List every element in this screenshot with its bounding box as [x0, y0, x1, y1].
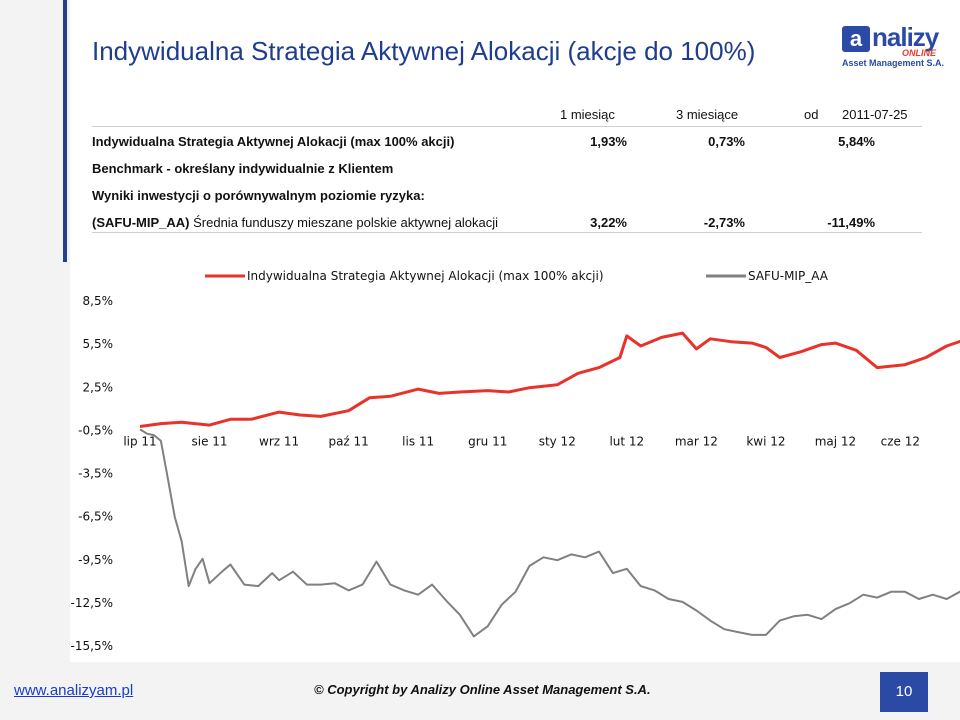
- y-tick-label: -12,5%: [71, 596, 113, 610]
- x-tick-label: lis 11: [402, 434, 434, 448]
- website-link[interactable]: www.analizyam.pl: [14, 682, 134, 699]
- x-tick-label: kwi 12: [746, 434, 785, 448]
- y-tick-label: -3,5%: [78, 467, 113, 481]
- x-tick-label: cze 12: [881, 434, 920, 448]
- x-tick-label: sty 12: [539, 434, 576, 448]
- legend-label: Indywidualna Strategia Aktywnej Alokacji…: [247, 269, 604, 283]
- header-3m: 3 miesiące: [676, 107, 739, 122]
- x-tick-label: wrz 11: [259, 434, 299, 448]
- y-tick-label: 5,5%: [83, 337, 114, 351]
- row-label: (SAFU-MIP_AA) Średnia funduszy mieszane …: [92, 215, 498, 230]
- series-lines: [139, 331, 960, 638]
- copyright-text: © Copyright by Analizy Online Asset Mana…: [314, 682, 651, 697]
- legend: Indywidualna Strategia Aktywnej Alokacji…: [205, 269, 829, 283]
- x-tick-labels: lip 11 sie 11 wrz 11 paź 11 lis 11 gru 11 sty …: [123, 434, 920, 448]
- x-tick-label: lut 12: [609, 434, 644, 448]
- value-3m: 0,73%: [708, 134, 745, 149]
- returns-row-peers-heading: Wyniki inwestycji o porównywalnym poziom…: [92, 185, 922, 207]
- y-tick-label: -6,5%: [78, 510, 113, 524]
- x-tick-label: mar 12: [675, 434, 718, 448]
- left-accent-stripe: [63, 0, 67, 262]
- header-since-date: 2011-07-25: [842, 107, 908, 122]
- table-rule: [92, 126, 922, 127]
- returns-row-strategy: Indywidualna Strategia Aktywnej Alokacji…: [92, 131, 922, 153]
- returns-row-safu: (SAFU-MIP_AA) Średnia funduszy mieszane …: [92, 212, 922, 234]
- logo-online-text: ONLINE: [902, 48, 937, 58]
- returns-header-row: 1 miesiąc 3 miesiące od 2011-07-25: [92, 104, 922, 126]
- y-tick-label: 2,5%: [83, 380, 114, 394]
- value-since: 5,84%: [838, 134, 875, 149]
- page-number: 10: [880, 672, 928, 712]
- returns-table: 1 miesiąc 3 miesiące od 2011-07-25 Indyw…: [92, 104, 922, 234]
- page-title: Indywidualna Strategia Aktywnej Alokacji…: [92, 36, 756, 66]
- returns-row-benchmark: Benchmark - określany indywidualnie z Kl…: [92, 158, 922, 180]
- legend-label: SAFU-MIP_AA: [748, 269, 829, 283]
- header-since: od: [804, 107, 819, 122]
- row-label-code: (SAFU-MIP_AA): [92, 215, 190, 230]
- company-logo: a nalizy ONLINE Asset Management S.A.: [842, 22, 945, 70]
- value-1m: 1,93%: [590, 134, 627, 149]
- x-tick-label: paź 11: [328, 434, 368, 448]
- y-tick-labels: 8,5% 5,5% 2,5% -0,5% -3,5% -6,5% -9,5% -12,5% -1…: [71, 294, 113, 653]
- y-tick-label: -9,5%: [78, 553, 113, 567]
- x-tick-label: lip 11: [123, 434, 156, 448]
- safu-series-line: [139, 428, 960, 638]
- value-1m: 3,22%: [590, 215, 627, 230]
- row-label: Indywidualna Strategia Aktywnej Alokacji…: [92, 134, 455, 149]
- x-tick-label: sie 11: [192, 434, 228, 448]
- logo-brand-text: nalizy: [872, 22, 939, 52]
- y-tick-label: -0,5%: [78, 423, 113, 437]
- y-tick-label: 8,5%: [83, 294, 114, 308]
- logo-asset-text: Asset Management S.A.: [842, 58, 945, 68]
- row-label: Benchmark - określany indywidualnie z Kl…: [92, 161, 394, 176]
- x-tick-label: maj 12: [815, 434, 856, 448]
- table-rule: [92, 232, 922, 233]
- left-decorative-bar: [0, 0, 70, 720]
- y-tick-label: -15,5%: [71, 639, 113, 653]
- header-1m: 1 miesiąc: [560, 107, 615, 122]
- value-3m: -2,73%: [703, 215, 745, 230]
- x-tick-label: gru 11: [468, 434, 507, 448]
- row-label: Wyniki inwestycji o porównywalnym poziom…: [92, 188, 425, 203]
- footer: www.analizyam.pl © Copyright by Analizy …: [0, 662, 960, 720]
- logo-a-mark: a: [842, 26, 870, 52]
- row-label-text: Średnia funduszy mieszane polskie aktywn…: [189, 215, 499, 230]
- value-since: -11,49%: [827, 215, 875, 230]
- performance-chart: 8,5% 5,5% 2,5% -0,5% -3,5% -6,5% -9,5% -12,5% -1…: [71, 269, 960, 653]
- strategy-series-line: [139, 331, 960, 428]
